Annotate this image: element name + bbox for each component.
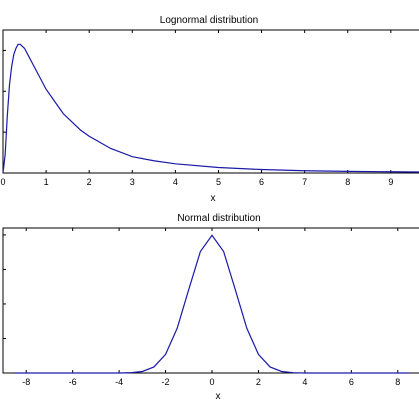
lognormal-subplot: Lognormal distribution 0 1 2 3 4 5 6 7 8 9 x [0,15,419,204]
x-tick-label: 5 [216,177,221,187]
x-tick-label: 0 [0,177,5,187]
lognormal-curve [2,43,419,174]
normal-ticks: -8 -6 -4 -2 0 2 4 6 8 [3,228,400,387]
x-tick-label: -4 [115,377,123,387]
x-tick-label: 2 [87,177,92,187]
x-tick-label: -2 [162,377,170,387]
x-tick-label: 4 [173,177,178,187]
x-tick-label: 0 [209,377,214,387]
lognormal-ticks: 0 1 2 3 4 5 6 7 8 9 [0,30,393,187]
lognormal-xlabel: x [211,193,216,204]
x-tick-label: 8 [395,377,400,387]
x-tick-label: 7 [302,177,307,187]
x-tick-label: 3 [130,177,135,187]
x-tick-label: 8 [345,177,350,187]
x-tick-label: 2 [256,377,261,387]
normal-axes [2,227,419,374]
lognormal-axes [2,29,419,174]
lognormal-title: Lognormal distribution [160,15,258,26]
normal-subplot: Normal distribution -8 -6 -4 -2 0 2 4 6 8 x [2,213,419,402]
normal-curve [14,234,410,374]
normal-title: Normal distribution [177,213,260,224]
x-tick-label: -8 [22,377,30,387]
x-tick-label: 6 [259,177,264,187]
x-tick-label: 4 [302,377,307,387]
x-tick-label: -6 [69,377,77,387]
x-tick-label: 9 [388,177,393,187]
x-tick-label: 1 [44,177,49,187]
normal-xlabel: x [216,391,221,402]
x-tick-label: 6 [349,377,354,387]
